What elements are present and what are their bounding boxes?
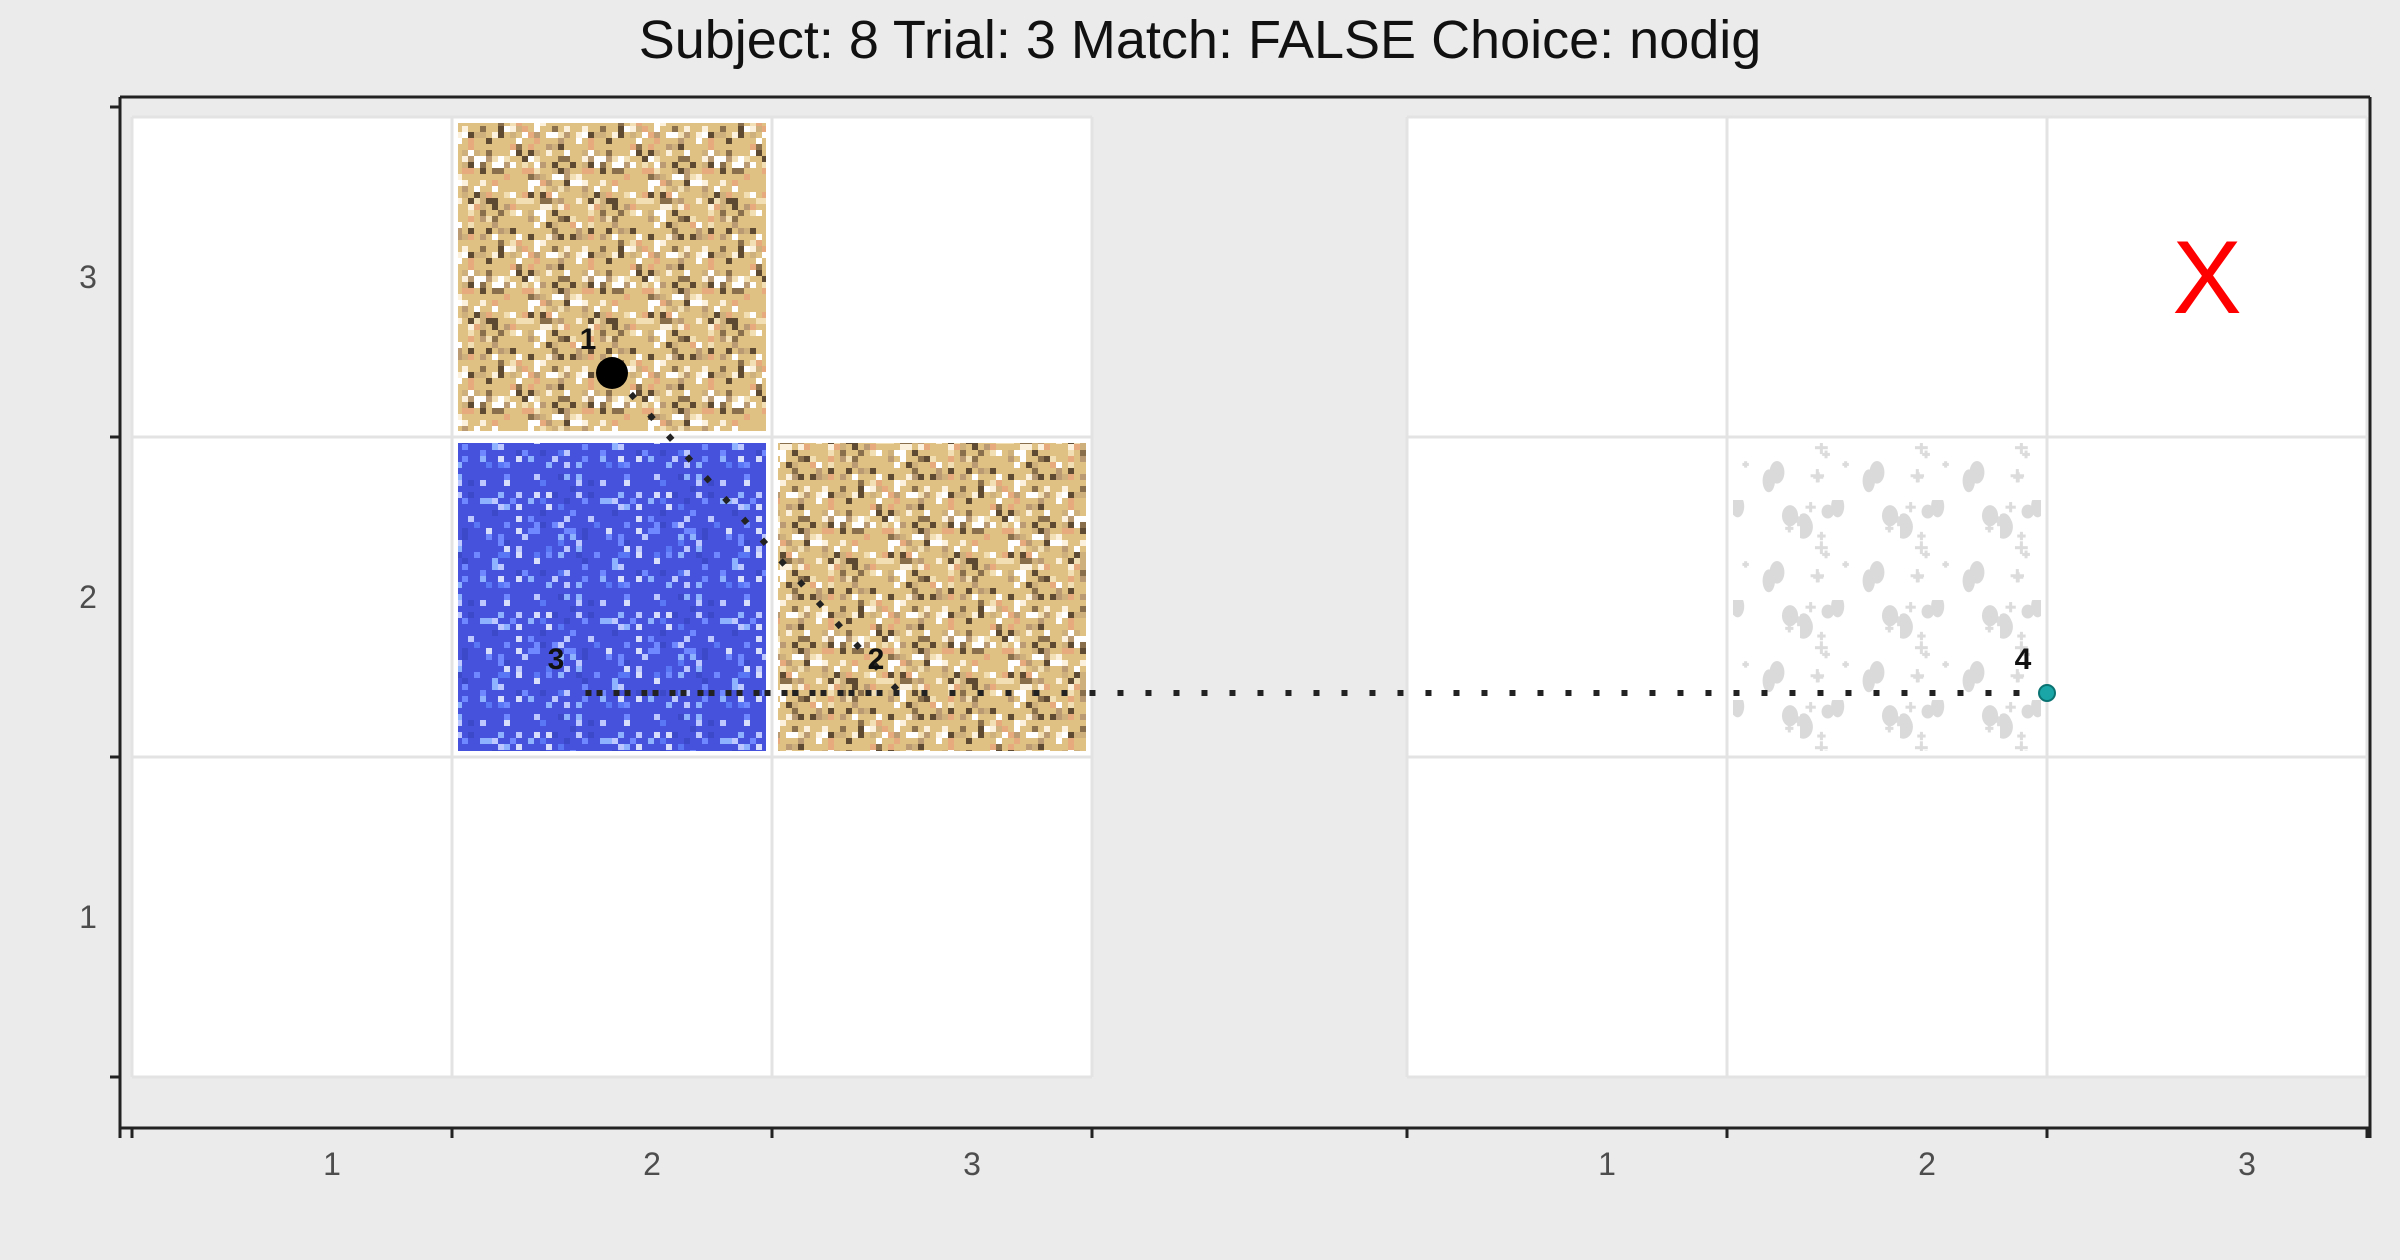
tile-sand xyxy=(778,443,1086,751)
step-label: 4 xyxy=(2015,643,2032,676)
x-tick-label: 2 xyxy=(1918,1146,1936,1182)
axes: 1 2 3 1 2 3 1 2 3 xyxy=(79,95,2372,1182)
tile-rock xyxy=(1733,443,2041,751)
x-tick-label: 1 xyxy=(323,1146,341,1182)
y-tick-label: 2 xyxy=(79,579,97,615)
outcome-mark: X xyxy=(2172,220,2241,336)
step-label: 2 xyxy=(868,643,885,676)
x-tick-label: 3 xyxy=(2238,1146,2256,1182)
step-label: 3 xyxy=(548,643,565,676)
y-tick-label: 1 xyxy=(79,899,97,935)
panel-right: X xyxy=(1405,115,2369,1079)
step-label: 1 xyxy=(580,323,597,356)
plot-title: Subject: 8 Trial: 3 Match: FALSE Choice:… xyxy=(639,10,1762,70)
start-point xyxy=(596,357,628,389)
panel-left xyxy=(130,115,1094,1079)
x-tick-label: 3 xyxy=(963,1146,981,1182)
trajectory: 1 2 3 4 xyxy=(548,323,2056,702)
tile-water xyxy=(458,443,766,751)
y-tick-label: 3 xyxy=(79,259,97,295)
end-point xyxy=(2038,684,2056,702)
panels: X xyxy=(130,115,2369,1079)
trajectory-line xyxy=(580,370,2047,696)
x-tick-label: 2 xyxy=(643,1146,661,1182)
x-tick-label: 1 xyxy=(1598,1146,1616,1182)
